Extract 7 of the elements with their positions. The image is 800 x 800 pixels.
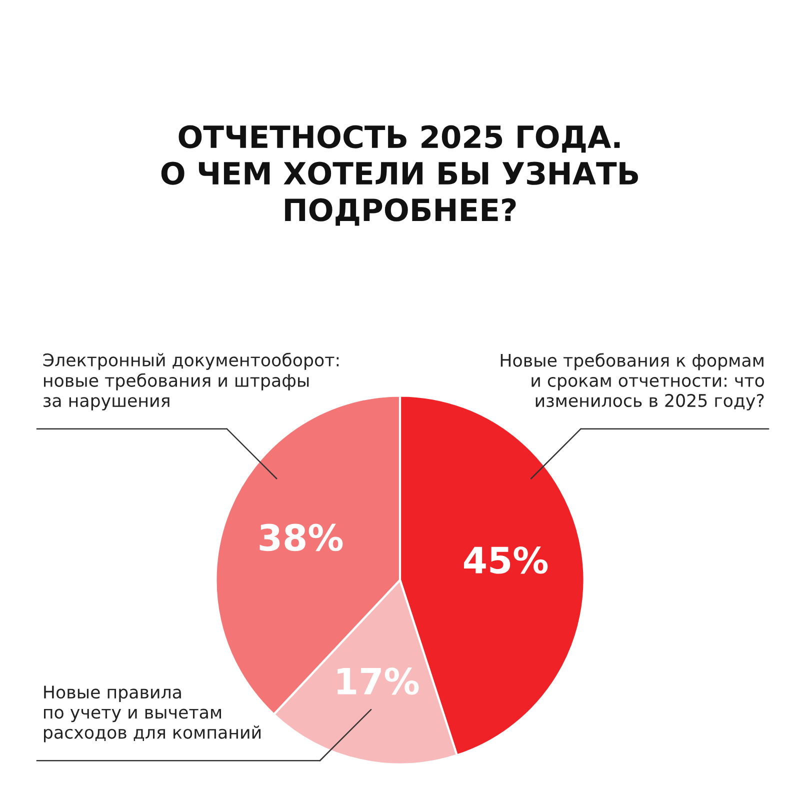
data-label: 17% (338, 667, 419, 695)
chart-title: ОТЧЕТНОСТЬ 2025 ГОДА. О ЧЕМ ХОТЕЛИ БЫ УЗНАТЬ ПОДРОБНЕЕ? (161, 125, 638, 226)
data-label: 45% (464, 546, 548, 574)
slice-label: Новые требования к формам и срокам отчетности: что изменилось в 2025 году? (500, 353, 764, 410)
slice-label: Новые правила по учету и вычетам расходов для компаний (44, 686, 261, 742)
data-label: 38% (260, 524, 343, 552)
slice-label: Электронный документооборот: новые требования и штрафы за нарушения (43, 352, 339, 410)
